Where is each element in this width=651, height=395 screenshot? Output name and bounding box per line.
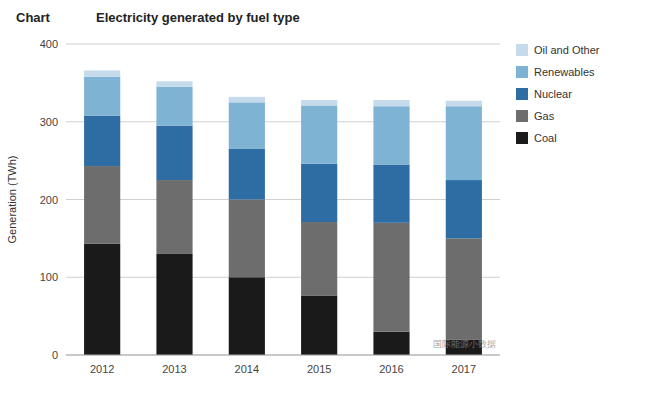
legend: Oil and Other Renewables Nuclear Gas Coal (516, 44, 600, 144)
legend-label: Nuclear (534, 88, 572, 100)
bar-segment (446, 101, 482, 106)
bar-segment (229, 102, 265, 149)
title-prefix: Chart (16, 10, 51, 25)
bar-segment (156, 254, 192, 355)
y-tick-label: 100 (40, 271, 58, 283)
bar-segment (84, 116, 120, 167)
x-tick-label: 2013 (162, 363, 186, 375)
bar-segment (301, 164, 337, 222)
legend-label: Gas (534, 110, 555, 122)
series-bars (84, 116, 482, 239)
chart-container: Chart Electricity generated by fuel type 0… (0, 0, 651, 395)
bar-segment (84, 244, 120, 355)
legend-swatch (516, 66, 528, 78)
page: {"chart_data": { "type": "bar", "stacked… (0, 0, 651, 395)
bar-segment (156, 180, 192, 254)
bar-segment (84, 166, 120, 244)
y-axis-label: Generation (TWh) (6, 155, 18, 243)
bars (84, 70, 482, 355)
bar-segment (229, 149, 265, 200)
bar-segment (84, 77, 120, 116)
bar-segment (229, 97, 265, 102)
bar-segment (446, 106, 482, 180)
bar-segment (301, 222, 337, 296)
bar-segment (229, 200, 265, 278)
legend-label: Coal (534, 132, 557, 144)
bar-segment (156, 87, 192, 126)
grid-line (66, 199, 500, 200)
series-bars (84, 244, 482, 355)
bar-segment (373, 106, 409, 164)
x-tick-label: 2015 (307, 363, 331, 375)
bar-segment (373, 332, 409, 355)
bar-segment (446, 238, 482, 339)
series-bars (84, 70, 482, 106)
chart-title: Electricity generated by fuel type (96, 10, 300, 25)
bar-segment (156, 81, 192, 86)
bar-segment (446, 180, 482, 238)
x-tick-label: 2012 (90, 363, 114, 375)
watermark: 国际能源小数据 (433, 339, 496, 349)
bar-segment (301, 296, 337, 355)
x-tick-label: 2017 (452, 363, 476, 375)
y-tick-label: 400 (40, 38, 58, 50)
bar-segment (373, 165, 409, 223)
grid-line (66, 355, 500, 356)
legend-label: Renewables (534, 66, 595, 78)
bar-segment (84, 70, 120, 76)
legend-swatch (516, 110, 528, 122)
grid-line (66, 44, 500, 45)
legend-swatch (516, 44, 528, 56)
x-axis-line (66, 355, 500, 356)
y-tick-label: 200 (40, 194, 58, 206)
bar-segment (156, 126, 192, 180)
y-grid: 0 100 200 300 400 (40, 38, 500, 361)
legend-swatch (516, 132, 528, 144)
x-tick-label: 2014 (235, 363, 259, 375)
legend-swatch (516, 88, 528, 100)
series-bars (84, 77, 482, 180)
y-tick-label: 0 (52, 349, 58, 361)
bar-segment (229, 277, 265, 355)
grid-line (66, 121, 500, 122)
bar-segment (301, 105, 337, 163)
bar-segment (301, 100, 337, 105)
grid-line (66, 277, 500, 278)
background (0, 0, 651, 395)
bar-segment (373, 100, 409, 106)
x-tick-label: 2016 (379, 363, 403, 375)
legend-label: Oil and Other (534, 44, 600, 56)
series-bars (84, 166, 482, 339)
x-axis: 2012 2013 2014 2015 2016 2017 (66, 355, 500, 375)
y-tick-label: 300 (40, 116, 58, 128)
chart-svg: Chart Electricity generated by fuel type 0… (0, 0, 651, 395)
bar-segment (373, 223, 409, 332)
